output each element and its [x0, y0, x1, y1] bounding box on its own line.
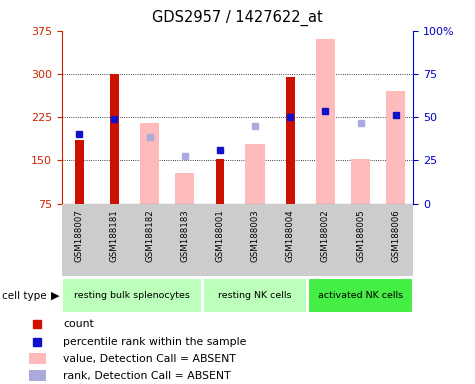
- Text: resting NK cells: resting NK cells: [218, 291, 292, 300]
- Bar: [286, 77, 294, 204]
- Text: GSM188183: GSM188183: [180, 209, 189, 262]
- Text: GSM188002: GSM188002: [321, 209, 330, 262]
- Text: GSM188007: GSM188007: [75, 209, 84, 262]
- Text: activated NK cells: activated NK cells: [318, 291, 403, 300]
- Text: count: count: [63, 319, 94, 329]
- Text: GSM188181: GSM188181: [110, 209, 119, 262]
- Bar: [386, 91, 405, 204]
- Bar: [308, 278, 413, 313]
- Text: rank, Detection Call = ABSENT: rank, Detection Call = ABSENT: [63, 371, 231, 381]
- Text: GDS2957 / 1427622_at: GDS2957 / 1427622_at: [152, 10, 323, 26]
- Text: GSM188006: GSM188006: [391, 209, 400, 262]
- Bar: [62, 278, 202, 313]
- Bar: [203, 278, 307, 313]
- Text: GSM188003: GSM188003: [251, 209, 259, 262]
- Text: percentile rank within the sample: percentile rank within the sample: [63, 336, 247, 347]
- Bar: [110, 74, 119, 204]
- Bar: [75, 140, 84, 204]
- Bar: [140, 123, 159, 204]
- Bar: [29, 353, 46, 364]
- Bar: [316, 40, 335, 204]
- Text: resting bulk splenocytes: resting bulk splenocytes: [74, 291, 190, 300]
- Text: GSM188182: GSM188182: [145, 209, 154, 262]
- Text: cell type: cell type: [2, 291, 47, 301]
- Text: GSM188001: GSM188001: [216, 209, 224, 262]
- Text: value, Detection Call = ABSENT: value, Detection Call = ABSENT: [63, 354, 236, 364]
- Bar: [216, 159, 224, 204]
- Text: GSM188004: GSM188004: [286, 209, 294, 262]
- Text: GSM188005: GSM188005: [356, 209, 365, 262]
- Text: ▶: ▶: [51, 291, 59, 301]
- Bar: [351, 159, 370, 204]
- Bar: [246, 144, 265, 204]
- Bar: [29, 370, 46, 381]
- Bar: [175, 173, 194, 204]
